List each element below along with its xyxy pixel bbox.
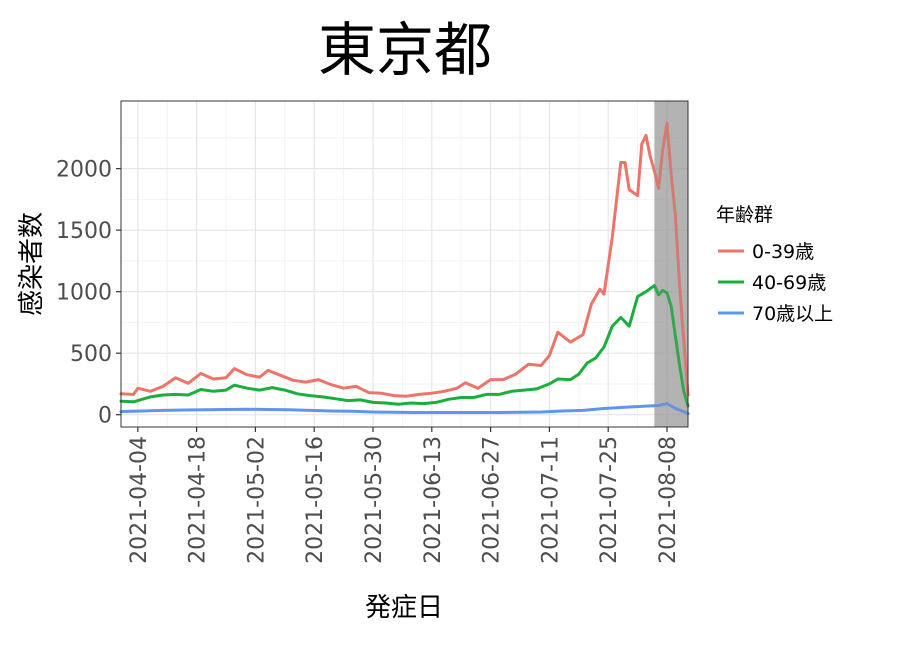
shaded-region-overlay xyxy=(654,101,688,427)
x-tick-label: 2021-05-16 xyxy=(303,436,328,564)
legend: 年齢群 0-39歳 40-69歳 70歳以上 xyxy=(716,204,833,325)
legend-label-1: 40-69歳 xyxy=(752,272,826,294)
y-tick-label: 0 xyxy=(98,404,112,429)
legend-title: 年齢群 xyxy=(716,204,773,226)
x-tick-label: 2021-05-02 xyxy=(244,436,269,564)
legend-items: 0-39歳 40-69歳 70歳以上 xyxy=(718,241,833,325)
y-axis-label: 感染者数 xyxy=(17,212,47,316)
chart-title: 東京都 xyxy=(318,16,492,84)
x-tick-label: 2021-07-11 xyxy=(538,436,563,564)
plot-border xyxy=(120,100,689,428)
series-layer xyxy=(119,101,690,427)
x-tick-label: 2021-08-08 xyxy=(656,436,681,564)
y-axis: 0 500 1000 1500 2000 xyxy=(56,158,121,429)
series-line-1 xyxy=(119,284,690,408)
series-line-0 xyxy=(119,121,690,398)
legend-label-0: 0-39歳 xyxy=(752,241,814,263)
shade-layer xyxy=(654,101,688,427)
x-tick-label: 2021-06-13 xyxy=(421,436,446,564)
x-tick-label: 2021-05-30 xyxy=(362,436,387,564)
x-axis-label: 発症日 xyxy=(365,593,443,623)
x-tick-label: 2021-04-04 xyxy=(127,436,152,564)
shaded-region xyxy=(654,101,688,427)
y-tick-label: 500 xyxy=(70,342,112,367)
grid-minor xyxy=(121,101,688,427)
series-line-2 xyxy=(119,402,690,415)
x-tick-label: 2021-07-25 xyxy=(597,436,622,564)
x-axis: 2021-04-04 2021-04-18 2021-05-02 2021-05-16… xyxy=(127,427,681,564)
grid-major xyxy=(121,101,688,427)
y-tick-label: 2000 xyxy=(56,158,112,183)
y-tick-label: 1000 xyxy=(56,281,112,306)
x-tick-label: 2021-04-18 xyxy=(186,436,211,564)
legend-label-2: 70歳以上 xyxy=(752,303,833,325)
y-tick-label: 1500 xyxy=(56,219,112,244)
x-tick-label: 2021-06-27 xyxy=(480,436,505,564)
